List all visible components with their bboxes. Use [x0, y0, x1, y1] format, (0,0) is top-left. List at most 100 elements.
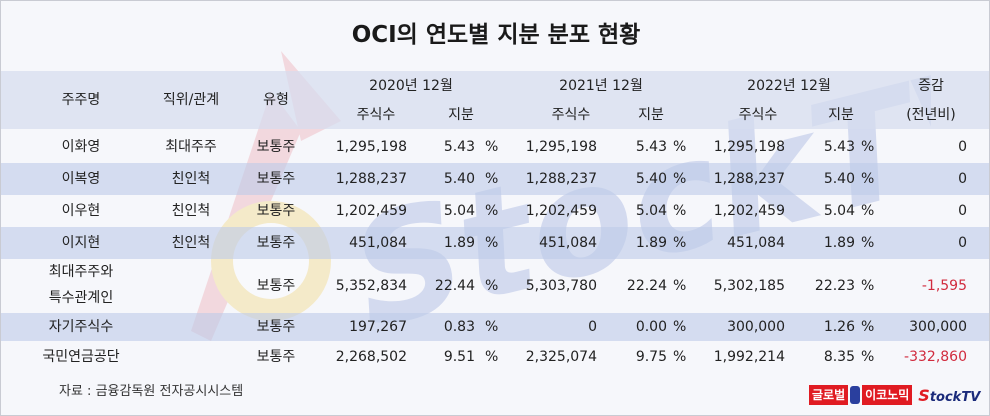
cell-type: 보통주 [256, 235, 296, 251]
logo-stocktv-rest: tockTV [929, 389, 981, 405]
cell-stake-2020: 5.40 [443, 171, 475, 187]
cell-shares-2022: 300,000 [727, 319, 785, 335]
header-change: 증감 [918, 78, 944, 94]
header-band [1, 71, 989, 129]
cell-shares-2021: 1,202,459 [525, 203, 597, 219]
cell-shares-2022: 1,202,459 [713, 203, 785, 219]
page-title: OCI의 연도별 지분 분포 현황 [351, 22, 641, 48]
cell-change: -332,860 [904, 349, 967, 365]
header-stake-2020: 지분 [448, 107, 474, 123]
cell-shareholder: 이우현 [61, 203, 101, 219]
table-row: 이화영 최대주주 보통주 1,295,198 5.43% 1,295,198 5.43% 1,… [1, 131, 989, 163]
cell-type: 보통주 [256, 171, 296, 187]
cell-pct-unit-2022: % [861, 171, 875, 187]
cell-shareholder: 자기주식수 [48, 319, 114, 335]
cell-position: 최대주주 [165, 139, 217, 155]
cell-stake-2022: 1.89 [823, 235, 855, 251]
cell-change: -1,595 [921, 278, 967, 294]
cell-pct-unit-2021: % [673, 319, 687, 335]
cell-pct-unit-2020: % [485, 349, 499, 365]
cell-stake-2022: 8.35 [823, 349, 855, 365]
header-stake-2021: 지분 [638, 107, 664, 123]
source-note: 자료 : 금융감독원 전자공시시스템 [59, 384, 244, 399]
cell-stake-2020: 0.83 [443, 319, 475, 335]
cell-pct-unit-2020: % [485, 319, 499, 335]
cell-stake-2022: 5.40 [823, 171, 855, 187]
cell-shareholder: 이복영 [61, 171, 101, 187]
table-row: 이지현 친인척 보통주 451,084 1.89% 451,084 1.89% 451,084… [1, 227, 989, 259]
cell-shares-2020: 1,202,459 [335, 203, 407, 219]
logo-stocktv: StockTV [918, 386, 980, 405]
cell-stake-2022: 5.04 [823, 203, 855, 219]
cell-pct-unit-2022: % [861, 349, 875, 365]
cell-shares-2022: 1,295,198 [713, 139, 785, 155]
cell-shares-2020: 5,352,834 [335, 278, 407, 294]
cell-stake-2021: 5.40 [635, 171, 667, 187]
cell-shareholder: 이지현 [61, 235, 101, 251]
header-shares-2020: 주식수 [356, 107, 396, 123]
header-type: 유형 [263, 92, 289, 108]
cell-stake-2020: 22.44 [434, 278, 475, 294]
cell-type: 보통주 [256, 319, 296, 335]
cell-pct-unit-2022: % [861, 319, 875, 335]
cell-stake-2021: 5.04 [635, 203, 667, 219]
header-shareholder: 주주명 [61, 92, 101, 108]
header-shares-2021: 주식수 [551, 107, 591, 123]
cell-position: 친인척 [171, 203, 211, 219]
cell-shares-2020: 1,295,198 [335, 139, 407, 155]
header-change-sub: (전년비) [906, 107, 956, 123]
cell-pct-unit-2021: % [673, 235, 687, 251]
cell-shares-2020: 2,268,502 [335, 349, 407, 365]
cell-type: 보통주 [256, 278, 296, 294]
cell-stake-2021: 0.00 [635, 319, 667, 335]
cell-change: 0 [958, 171, 967, 187]
cell-position: 친인척 [171, 171, 211, 187]
cell-shares-2021: 1,288,237 [525, 171, 597, 187]
cell-pct-unit-2021: % [673, 278, 687, 294]
cell-shares-2020: 1,288,237 [335, 171, 407, 187]
logo-stocktv-s: S [918, 385, 930, 405]
cell-shares-2020: 451,084 [349, 235, 407, 251]
cell-change: 300,000 [909, 319, 967, 335]
cell-shareholder: 최대주주와 [48, 264, 114, 280]
cell-stake-2020: 9.51 [443, 349, 475, 365]
cell-pct-unit-2020: % [485, 139, 499, 155]
cell-shares-2021: 2,325,074 [525, 349, 597, 365]
cell-stake-2021: 22.24 [626, 278, 667, 294]
cell-shares-2021: 5,303,780 [525, 278, 597, 294]
cell-pct-unit-2021: % [673, 203, 687, 219]
cell-stake-2022: 1.26 [823, 319, 855, 335]
cell-pct-unit-2022: % [861, 139, 875, 155]
cell-stake-2020: 5.43 [443, 139, 475, 155]
cell-pct-unit-2020: % [485, 171, 499, 187]
cell-pct-unit-2021: % [673, 171, 687, 187]
cell-shareholder: 국민연금공단 [42, 349, 120, 365]
cell-stake-2020: 5.04 [443, 203, 475, 219]
cell-pct-unit-2021: % [673, 139, 687, 155]
cell-type: 보통주 [256, 203, 296, 219]
header-position: 직위/관계 [162, 92, 220, 108]
cell-shares-2022: 1,288,237 [713, 171, 785, 187]
cell-pct-unit-2022: % [861, 278, 875, 294]
table-row: 국민연금공단 보통주 2,268,502 9.51% 2,325,074 9.75% 1,9… [1, 341, 989, 373]
header-2022: 2022년 12월 [747, 78, 831, 94]
cell-stake-2022: 5.43 [823, 139, 855, 155]
cell-shares-2021: 451,084 [539, 235, 597, 251]
header-2020: 2020년 12월 [369, 78, 453, 94]
cell-pct-unit-2020: % [485, 235, 499, 251]
cell-pct-unit-2020: % [485, 278, 499, 294]
cell-shares-2022: 451,084 [727, 235, 785, 251]
brand-logo: 글로벌 이코노믹 StockTV [809, 384, 980, 406]
table-row: 이복영 친인척 보통주 1,288,237 5.40% 1,288,237 5.40% 1,2… [1, 163, 989, 195]
cell-stake-2021: 5.43 [635, 139, 667, 155]
cell-type: 보통주 [256, 349, 296, 365]
logo-emblem-icon [850, 386, 861, 404]
cell-pct-unit-2021: % [673, 349, 687, 365]
table-row: 이우현 친인척 보통주 1,202,459 5.04% 1,202,459 5.04% 1,2… [1, 195, 989, 227]
cell-shares-2022: 1,992,214 [713, 349, 785, 365]
cell-shareholder-line2: 특수관계인 [48, 290, 114, 306]
cell-position: 친인척 [171, 235, 211, 251]
header-shares-2022: 주식수 [738, 107, 778, 123]
